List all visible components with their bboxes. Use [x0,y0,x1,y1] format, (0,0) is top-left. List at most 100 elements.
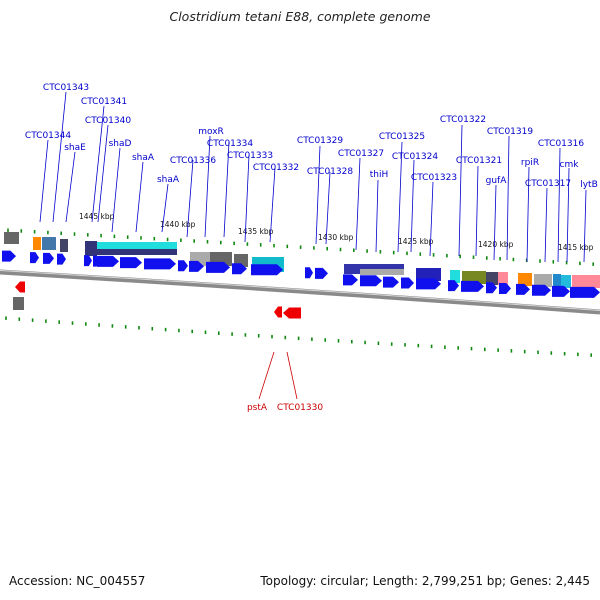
gene-label: gufA [486,176,508,186]
feature-bar [534,274,552,287]
forward-gene-arrow [178,260,188,272]
feature-bar [553,274,561,287]
forward-gene-labels: CTC01343 CTC01341 CTC01340 CTC01344 shaE… [25,83,598,190]
feature-bar [450,270,460,283]
forward-gene-arrow [383,276,399,288]
page-title: Clostridium tetani E88, complete genome [169,9,431,24]
feature-bar [462,271,486,284]
gene-label: shaD [109,139,132,149]
gene-label: CTC01336 [170,156,216,166]
gene-label: CTC01317 [525,179,571,189]
reverse-gene-arrow [274,306,282,318]
forward-gene-arrow [315,267,328,279]
gene-label: pstA [247,403,268,413]
forward-gene-arrow [120,257,142,269]
forward-gene-arrow [97,255,119,267]
forward-gene-arrow [343,274,358,286]
gene-label: CTC01328 [307,167,353,177]
forward-gene-arrow [499,282,511,294]
scale-label: 1435 kbp [238,227,274,236]
genome-backbone-highlight [0,270,600,311]
forward-gene-arrow [305,267,313,279]
feature-bars [4,232,600,310]
gene-label: CTC01319 [487,127,533,137]
reverse-gene-arrow [283,307,301,319]
forward-gene-arrow [84,255,92,267]
forward-gene-arrow [401,277,414,289]
forward-gene-arrow [144,258,176,270]
scale-label: 1425 kbp [398,237,434,246]
forward-gene-arrow [552,285,570,297]
gene-label: CTC01316 [538,139,584,149]
gene-label: thiH [370,170,389,180]
scale-labels: 1445 kbp 1440 kbp 1435 kbp 1430 kbp 1425… [79,212,594,252]
forward-gene-arrow [232,263,247,275]
feature-bar [518,273,532,286]
feature-bar [42,237,56,250]
reverse-genes [15,281,301,319]
gene-label: rpiR [521,158,539,168]
lower-ticks [5,316,593,357]
feature-bar [486,272,498,285]
forward-gene-arrow [516,283,530,295]
feature-bar [85,241,97,256]
gene-label: CTC01323 [411,173,457,183]
scale-label: 1415 kbp [558,243,594,252]
gene-label: CTC01344 [25,131,71,141]
feature-bar [416,268,441,281]
reverse-gene-labels: pstA CTC01330 [247,403,323,413]
gene-label: CTC01340 [85,116,131,126]
gene-label: lytB [580,180,598,190]
forward-gene-arrow [2,250,16,262]
gene-label: CTC01321 [456,156,502,166]
feature-bar [561,275,571,288]
gene-label: shaA [157,175,180,185]
forward-gene-arrow [57,253,66,265]
gene-label: CTC01341 [81,97,127,107]
forward-gene-arrow [360,275,382,287]
scale-label: 1420 kbp [478,240,514,249]
gene-label: CTC01329 [297,136,343,146]
forward-gene-arrow [189,260,204,272]
gene-label: CTC01324 [392,152,438,162]
feature-bar [60,239,68,252]
forward-gene-arrow [532,284,551,296]
gene-label: shaA [132,153,155,163]
feature-bar [97,242,177,250]
forward-gene-arrow [570,286,600,298]
gene-label: CTC01325 [379,132,425,142]
forward-gene-arrow [251,264,283,276]
reverse-label-lines [258,351,298,400]
gene-label: CTC01322 [440,115,486,125]
reverse-gene-arrow [15,281,25,293]
feature-bar [572,275,600,288]
forward-genes [2,250,600,298]
forward-gene-arrow [206,261,230,273]
gene-label: cmk [560,160,580,170]
scale-label: 1430 kbp [318,233,354,242]
gene-label: CTC01330 [277,403,323,413]
upper-ticks [7,228,595,266]
topology-text: Topology: circular; Length: 2,799,251 bp… [260,574,590,588]
gene-label: CTC01332 [253,163,299,173]
gene-label: CTC01327 [338,149,384,159]
gene-label: shaE [64,143,86,153]
forward-gene-arrow [416,278,441,290]
feature-bar [4,232,19,244]
forward-gene-arrow [43,252,54,264]
feature-bar [498,272,508,285]
forward-gene-arrow [461,280,484,292]
gene-label: CTC01334 [207,139,253,149]
forward-gene-arrow [486,282,497,294]
forward-label-lines [39,91,587,263]
forward-gene-arrow [30,252,39,264]
genome-backbone [0,269,600,315]
feature-bar [360,269,404,275]
accession-text: Accession: NC_004557 [9,574,146,588]
feature-bar [13,297,24,310]
gene-label: CTC01333 [227,151,273,161]
feature-bar [33,237,41,250]
scale-label: 1445 kbp [79,212,115,221]
forward-gene-arrow [448,280,459,292]
